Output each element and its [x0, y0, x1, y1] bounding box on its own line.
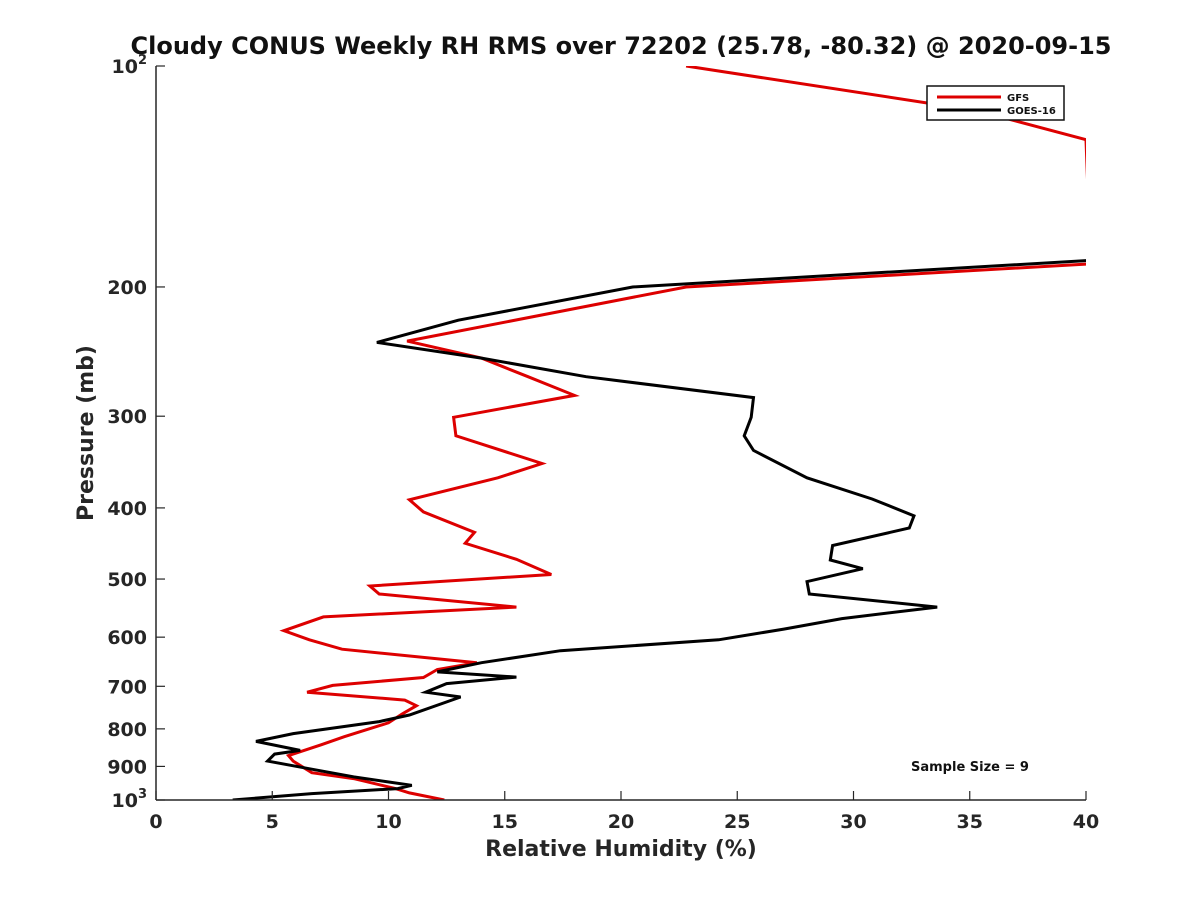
- x-tick-label: 15: [492, 811, 518, 833]
- y-tick-label: 500: [107, 569, 147, 591]
- y-tick-label: 103: [112, 787, 148, 812]
- plot-area: [156, 66, 1086, 800]
- series-layer: [232, 66, 1086, 800]
- x-tick-label: 35: [957, 811, 983, 833]
- y-tick-label: 400: [107, 498, 147, 520]
- y-tick-label: 700: [107, 676, 147, 698]
- x-tick-label: 10: [375, 811, 401, 833]
- legend-box: [926, 85, 1065, 121]
- legend-label: GOES-16: [1007, 106, 1056, 117]
- y-tick-label: 900: [107, 756, 147, 778]
- x-axis-label: Relative Humidity (%): [485, 837, 757, 862]
- legend-label: GFS: [1007, 93, 1029, 104]
- y-tick-label: 102: [112, 53, 148, 78]
- y-tick-label: 300: [107, 406, 147, 428]
- chart-title: Cloudy CONUS Weekly RH RMS over 72202 (2…: [131, 32, 1112, 60]
- plot-background: [156, 66, 1086, 800]
- x-tick-label: 20: [608, 811, 634, 833]
- x-tick-label: 0: [149, 811, 162, 833]
- x-tick-label: 30: [840, 811, 866, 833]
- x-tick-label: 5: [266, 811, 279, 833]
- x-tick-label: 25: [724, 811, 750, 833]
- x-tick-label: 40: [1073, 811, 1099, 833]
- series-line-goes-16: [232, 259, 1086, 800]
- sample-size-annotation: Sample Size = 9: [911, 760, 1029, 775]
- y-tick-label: 200: [107, 277, 147, 299]
- y-tick-label: 800: [107, 719, 147, 741]
- series-line-gfs: [279, 66, 1086, 800]
- y-tick-label: 600: [107, 627, 147, 649]
- y-axis-label: Pressure (mb): [74, 345, 99, 521]
- legend: GFS GOES-16: [926, 85, 1065, 121]
- axes-layer: 0 5 10 15 20 25 30 35 40 102 200 300 400 500 600 700 800…: [107, 53, 1099, 833]
